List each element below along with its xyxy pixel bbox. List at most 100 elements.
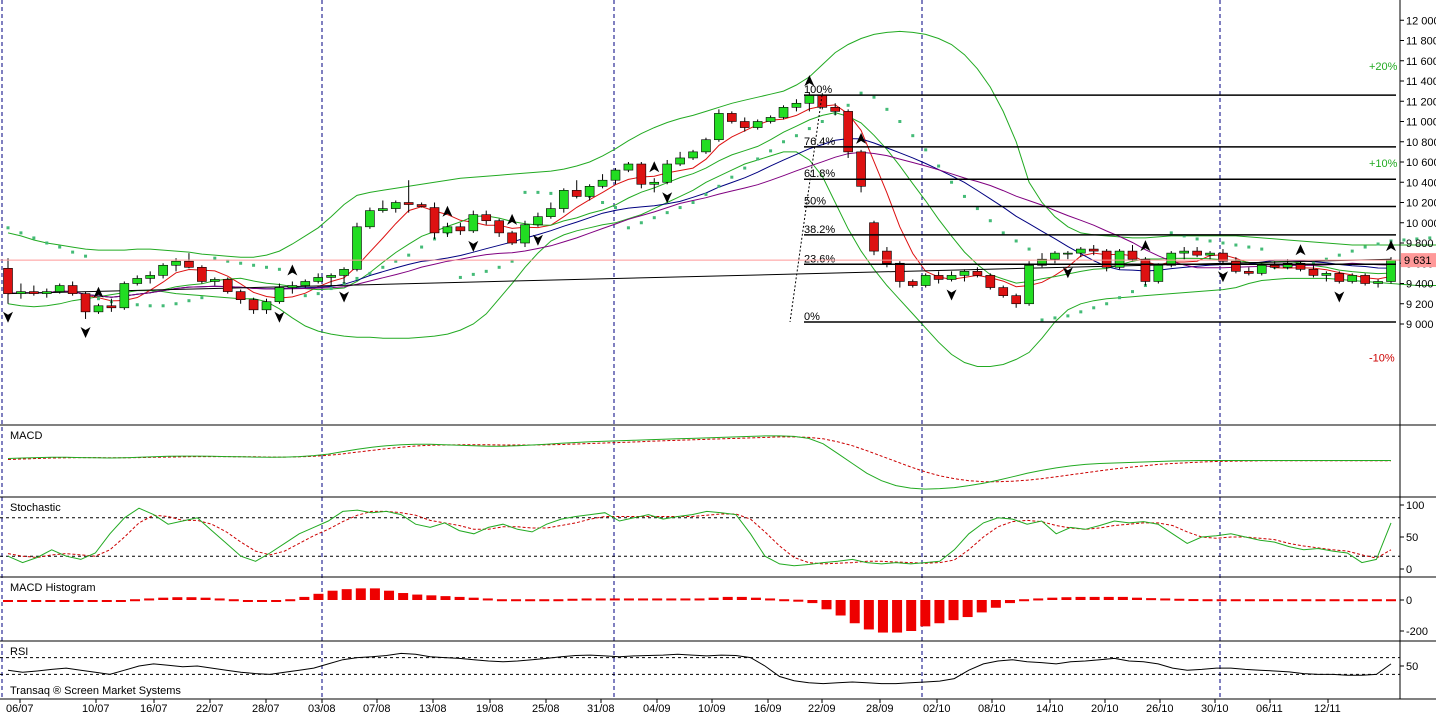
candle xyxy=(365,210,375,228)
histogram-bar xyxy=(1329,599,1340,602)
price-tick-label: 9 200 xyxy=(1406,299,1434,311)
sar-dot xyxy=(458,275,462,279)
candle xyxy=(248,299,259,311)
candle xyxy=(494,220,504,234)
macd-panel: MACD xyxy=(7,430,1391,490)
price-panel-grid xyxy=(1,0,1221,699)
histogram-bar xyxy=(694,598,705,601)
histogram-bar xyxy=(1089,596,1100,600)
histogram-bar xyxy=(313,593,324,600)
candle xyxy=(132,278,143,284)
histogram-bar xyxy=(200,597,211,600)
sar-dot xyxy=(1040,318,1044,322)
fractal-down-arrow xyxy=(468,240,479,252)
sar-dot xyxy=(1027,247,1031,251)
candle xyxy=(907,281,918,286)
candle xyxy=(1347,275,1358,282)
date-label: 22/09 xyxy=(808,703,836,715)
sar-dot xyxy=(32,236,36,240)
histogram-bar xyxy=(821,600,832,610)
histogram-bar xyxy=(1287,599,1298,602)
percent-label: +20% xyxy=(1369,61,1398,73)
candle xyxy=(714,113,724,141)
date-label: 10/09 xyxy=(698,703,726,715)
histogram-bar xyxy=(1075,596,1086,600)
sar-dot xyxy=(497,265,501,269)
sar-dot xyxy=(1208,239,1212,243)
histogram-bar xyxy=(327,590,338,600)
candle xyxy=(468,214,479,232)
price-tick-label: 10 600 xyxy=(1406,157,1436,169)
histogram-bar xyxy=(341,589,352,600)
sar-dot xyxy=(381,265,385,269)
date-label: 07/08 xyxy=(363,703,391,715)
price-tick-label: 11 000 xyxy=(1406,117,1436,129)
sar-dot xyxy=(471,272,475,276)
candle xyxy=(701,139,711,153)
histogram-bar xyxy=(1146,598,1157,601)
candle xyxy=(985,275,996,288)
candle xyxy=(274,287,285,303)
histogram-bar xyxy=(1103,596,1114,600)
candle xyxy=(197,266,207,282)
candle xyxy=(675,157,685,165)
candle xyxy=(765,117,776,122)
histogram-bar xyxy=(482,598,493,601)
histogram-bar xyxy=(1315,599,1326,602)
candle xyxy=(378,208,388,211)
candle xyxy=(326,275,336,278)
stochastic-k-line xyxy=(7,507,1392,567)
candle xyxy=(688,151,698,159)
histogram-bar xyxy=(990,600,1001,608)
price-tick-label: 10 800 xyxy=(1406,137,1436,149)
sar-dot xyxy=(1402,238,1406,242)
histogram-bar xyxy=(369,588,380,600)
candle xyxy=(1334,273,1345,282)
sar-dot xyxy=(807,127,811,131)
candle xyxy=(1269,264,1280,268)
candle xyxy=(145,275,155,279)
sar-dot xyxy=(769,149,773,153)
histogram-bar xyxy=(877,600,888,633)
sar-dot xyxy=(1337,253,1341,257)
candle xyxy=(869,222,879,252)
macd-histogram-title: MACD Histogram xyxy=(10,582,96,594)
candle xyxy=(1037,258,1047,266)
histogram-bar xyxy=(779,599,790,602)
candle xyxy=(1140,258,1151,282)
sar-dot xyxy=(898,120,902,123)
candle xyxy=(1231,260,1241,272)
candle xyxy=(313,277,324,282)
histogram-bar xyxy=(257,600,268,602)
sar-dot xyxy=(1350,249,1354,253)
macd-title: MACD xyxy=(10,430,42,442)
histogram-bar xyxy=(3,600,13,602)
date-label: 22/07 xyxy=(196,703,224,715)
histogram-bar xyxy=(835,600,846,616)
fractal-down-arrow xyxy=(1217,271,1228,283)
histogram-bar xyxy=(525,599,536,602)
candle xyxy=(158,264,168,276)
sar-dot xyxy=(1195,237,1199,241)
candle xyxy=(649,181,660,185)
candle xyxy=(895,262,905,282)
candle xyxy=(520,224,530,244)
histogram-bar xyxy=(609,598,620,601)
histogram-bar xyxy=(45,600,56,602)
histogram-bar xyxy=(299,596,310,600)
stochastic-title: Stochastic xyxy=(10,502,61,514)
date-label: 06/07 xyxy=(6,703,34,715)
candle xyxy=(662,163,672,183)
fractal-up-arrow xyxy=(1140,240,1151,252)
histogram-bar xyxy=(454,596,465,600)
rsi-tick-label: 50 xyxy=(1406,661,1418,673)
sar-dot xyxy=(135,303,139,307)
sar-dot xyxy=(1014,239,1018,243)
histogram-tick-label: 0 xyxy=(1406,595,1412,607)
histogram-bar xyxy=(1160,598,1171,601)
price-tick-label: 10 400 xyxy=(1406,177,1436,189)
histogram-tick-label: -200 xyxy=(1406,626,1428,638)
fractal-up-arrow xyxy=(804,75,815,87)
sar-dot xyxy=(1130,290,1134,294)
